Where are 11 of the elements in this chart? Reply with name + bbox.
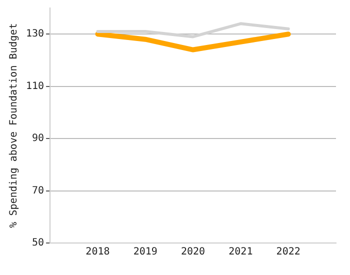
- y-tick-label: 50: [32, 238, 44, 249]
- x-tick-label: 2019: [133, 246, 158, 258]
- x-tick-label: 2022: [276, 246, 300, 258]
- y-tick-label: 90: [32, 133, 44, 144]
- x-tick-label: 2018: [86, 246, 110, 258]
- y-tick-label: 110: [26, 80, 44, 92]
- y-axis-title: % Spending above Foundation Budget: [8, 23, 20, 228]
- y-tick-label: 130: [26, 28, 44, 40]
- y-tick-label: 70: [32, 185, 44, 196]
- x-tick-label: 2021: [228, 246, 253, 258]
- x-tick-label: 2020: [180, 246, 206, 258]
